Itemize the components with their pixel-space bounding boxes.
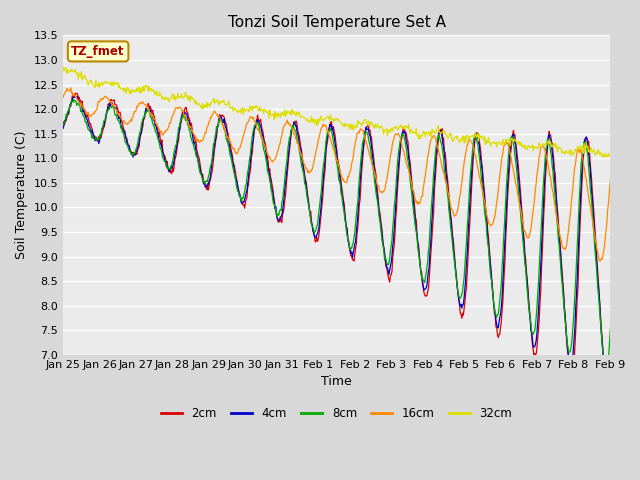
32cm — [286, 109, 294, 115]
16cm — [448, 206, 456, 212]
8cm — [639, 377, 640, 383]
16cm — [632, 266, 640, 272]
2cm — [448, 225, 456, 230]
8cm — [286, 134, 294, 140]
8cm — [236, 192, 243, 198]
8cm — [60, 121, 67, 127]
32cm — [448, 137, 456, 143]
Line: 8cm: 8cm — [63, 99, 640, 380]
X-axis label: Time: Time — [321, 375, 352, 388]
32cm — [415, 131, 423, 137]
Legend: 2cm, 4cm, 8cm, 16cm, 32cm: 2cm, 4cm, 8cm, 16cm, 32cm — [156, 402, 517, 425]
Title: Tonzi Soil Temperature Set A: Tonzi Soil Temperature Set A — [228, 15, 445, 30]
Line: 16cm: 16cm — [63, 88, 640, 269]
2cm — [236, 190, 243, 195]
32cm — [264, 109, 272, 115]
4cm — [236, 193, 243, 199]
32cm — [61, 65, 69, 71]
4cm — [286, 137, 294, 143]
32cm — [236, 109, 243, 115]
32cm — [129, 87, 136, 93]
16cm — [129, 115, 136, 120]
2cm — [72, 90, 79, 96]
8cm — [129, 151, 136, 156]
8cm — [448, 236, 456, 242]
4cm — [72, 93, 79, 99]
16cm — [415, 201, 423, 207]
4cm — [264, 167, 272, 172]
4cm — [415, 254, 423, 260]
2cm — [60, 119, 67, 125]
8cm — [415, 255, 423, 261]
8cm — [70, 96, 77, 102]
16cm — [67, 85, 75, 91]
8cm — [264, 170, 272, 176]
Text: TZ_fmet: TZ_fmet — [72, 45, 125, 58]
32cm — [60, 65, 67, 71]
32cm — [636, 156, 640, 162]
Line: 32cm: 32cm — [63, 68, 640, 159]
16cm — [286, 121, 294, 127]
4cm — [129, 150, 136, 156]
Line: 4cm: 4cm — [63, 96, 640, 395]
16cm — [236, 145, 243, 151]
2cm — [264, 159, 272, 165]
16cm — [264, 152, 272, 158]
Line: 2cm: 2cm — [63, 93, 640, 407]
Y-axis label: Soil Temperature (C): Soil Temperature (C) — [15, 131, 28, 259]
4cm — [448, 231, 456, 237]
2cm — [129, 150, 136, 156]
2cm — [286, 140, 294, 146]
16cm — [60, 94, 67, 100]
4cm — [60, 125, 67, 131]
2cm — [415, 251, 423, 257]
